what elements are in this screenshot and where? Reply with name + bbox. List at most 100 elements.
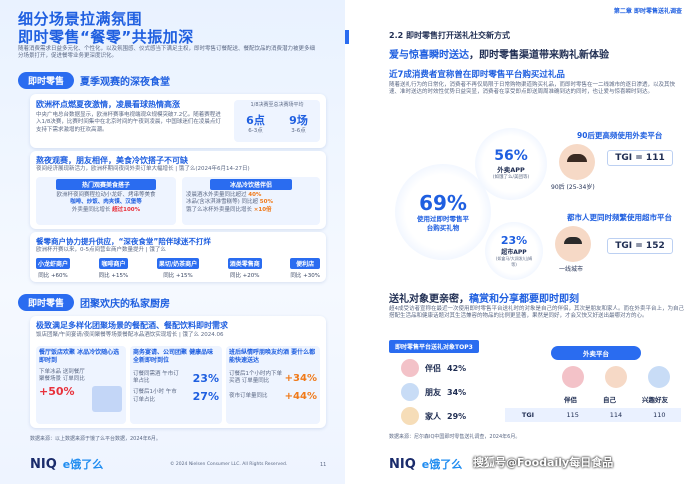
stat1-value: 6点: [246, 113, 265, 127]
big-circle-value: 69%: [419, 191, 467, 216]
waimai-col: 伴侣: [564, 396, 577, 404]
top3-item: 朋友 34%: [401, 380, 491, 404]
left-title-line2: 即时零售“餐零”共振加深: [18, 28, 194, 46]
right-paragraph: 随着送礼行为的日常化，消费者不再仅局限于日常购物渠道购买礼品，而即时零售在一二线…: [389, 82, 676, 96]
box2-row1-label: 凌晨酒水外卖量同比超过: [186, 192, 247, 198]
big-circle: 69% 使用过即时零售平台购买礼物: [395, 164, 491, 260]
right-headline: 爱与惊喜瞬时送达，即时零售渠道带来购礼新体验: [389, 46, 609, 61]
top3-label: 家人: [425, 411, 441, 421]
tgi-value: 110: [653, 411, 666, 419]
item3-text: 欧洲杯开赛以来，0-5点间营业商户数量提升 | 饿了么: [36, 247, 166, 253]
right-section2-text: 超4成受访者宣称在最近一次使用即时零售平台送礼时的对象是自己的伴侣，其次是朋友和…: [389, 306, 685, 320]
top3-item: 家人 29%: [401, 404, 491, 428]
right-subtitle: 近7成消费者宣称曾在即时零售平台购买过礼品: [389, 70, 565, 80]
left-logos: NIQ e饿了么: [30, 456, 103, 472]
item1-text: 中央广电总台数据显示，欧洲杯赛事电视端观众规模突破7.2亿。随着赛程进入1/8决…: [36, 112, 221, 133]
stat-box: 1/8决赛至总决赛场平均 6点 6-3点 9场 3-6点: [234, 100, 320, 142]
stat2-value: 9场: [289, 113, 308, 127]
box2-row2-value: 50%: [259, 199, 273, 206]
left-source: 数据来源：以上数据来源于饿了么平台数据，2024年6月。: [30, 436, 161, 442]
headline-part2: ，即时零售渠道带来购礼新体验: [469, 50, 609, 61]
merchant-item: 小龙虾商户 同比 +60%: [36, 258, 71, 279]
section2-pill: 即时零售: [18, 294, 75, 311]
left-page-num: 11: [320, 462, 327, 468]
s2-card3: 班后纵情呼朋唤友约酒 要什么都能快速送达 订餐后1个小时内下单买酒 订单量同比 …: [226, 346, 320, 424]
persona1-title: 90后更高频使用外卖平台: [577, 131, 663, 140]
niq-logo: NIQ: [30, 456, 57, 472]
top3-value: 29%: [447, 411, 467, 421]
section2-title: 团聚欢庆的私家厨房: [80, 299, 171, 310]
box2-row1-value: 40%: [248, 192, 262, 198]
section2-card: 极致满足多样化团聚场景的餐配酒、餐配饮料即时需求 饭店团聚/午间宴请/夜间聚餐等…: [30, 316, 326, 428]
box1-stat-label: 外卖量同比增长: [71, 206, 111, 213]
section1-pill: 即时零售: [18, 72, 75, 89]
watermark: 搜狐号@Foodaily每日食品: [473, 456, 614, 469]
niq-logo: NIQ: [389, 456, 416, 472]
box1-title: 热门观赛美食搭子: [56, 179, 156, 190]
merchant-name: 便利店: [290, 258, 320, 269]
merchant-stat: 同比 +30%: [290, 273, 320, 279]
waimai-circle-label: 外卖APP: [497, 166, 525, 174]
right-section2-headline: 送礼对象更亲密，稿赏和分享都要即时即刻: [389, 290, 579, 305]
box2-row3-value: ×10倍: [253, 206, 272, 213]
box2-title: 冰品冷饮搭伴侣: [210, 179, 292, 190]
tgi-value: 114: [609, 411, 623, 419]
s2-headline-part1: 送礼对象更亲密，: [389, 294, 469, 305]
s2-card3-row1-value: +34%: [284, 372, 317, 384]
chapter-label: 第二章 即时零售送礼调查: [613, 8, 682, 15]
s2-card3-row2-label: 夜市订单量同比: [229, 393, 268, 400]
hair-icon: [567, 154, 587, 162]
top3-title: 即时零售平台送礼对象TOP3: [389, 340, 479, 353]
merchant-item: 便利店同比 +30%: [290, 258, 320, 279]
persona2-title: 都市人更同时频繁使用超市平台: [567, 213, 672, 222]
tgi-row-label: TGI: [521, 411, 535, 419]
top3-item: 伴侣 42%: [401, 356, 491, 380]
merchant-name: 酒类零售商: [227, 258, 262, 269]
supermarket-circle: 23% 超市APP (如盒马/大润发/山姆等): [485, 222, 543, 280]
s2-card2-row2-value: 27%: [192, 390, 219, 404]
right-source: 数据来源：尼尔森IQ中国即时零售送礼调查，2024年6月。: [389, 434, 521, 440]
persona2-label: 一线城市: [559, 266, 584, 273]
top3-label: 朋友: [425, 387, 441, 397]
s2-card2-title: 商务宴请、公司团聚 健康品味全新即时到位: [133, 349, 214, 364]
waimai-circle-value: 56%: [494, 148, 528, 164]
s2-card3-row1-label: 订餐后1个小时内下单买酒 订单量同比: [229, 370, 282, 385]
s2-card2-row1-label: 订餐同需酒 午市订单占比: [133, 370, 179, 385]
merchant-stat: 同比 +15%: [163, 273, 193, 279]
family-icon: [401, 407, 419, 425]
eleme-logo: e饿了么: [62, 458, 104, 471]
merchant-stat: 同比 +15%: [98, 273, 129, 279]
persona1-tgi: TGI = 111: [607, 150, 673, 166]
hair-icon: [564, 236, 582, 244]
hobby-friends-icon: [648, 366, 671, 388]
stat2-label: 3-6点: [291, 127, 306, 134]
restaurant-icon: [92, 386, 122, 412]
persona2-tgi: TGI = 152: [607, 238, 673, 254]
merchant-list: 小龙虾商户 同比 +60% 咖啡商户 同比 +15% 果切/奶茶商户 同比 +15% …: [36, 258, 320, 279]
tgi-value: 115: [566, 411, 579, 419]
top3-value: 34%: [447, 387, 467, 397]
self-icon: [604, 366, 627, 388]
section1-card1: 欧洲杯点燃夏夜激情，凌晨看球热情高涨 中央广电总台数据显示，欧洲杯赛事电视端观众…: [30, 94, 326, 148]
waimai-col: 兴趣好友: [642, 396, 668, 404]
persona1-label: 90后 (25-34岁): [551, 184, 595, 191]
box1-tags: 咖啡、炒饭、肉夹馍、汉堡等: [70, 199, 142, 206]
top3-value: 42%: [447, 363, 467, 373]
big-circle-label: 使用过即时零售平台购买礼物: [417, 215, 469, 232]
waimai-cols: 伴侣 自己 兴趣好友: [551, 394, 681, 404]
s2-card3-title: 班后纵情呼朋唤友约酒 要什么都能快速送达: [229, 349, 316, 364]
stat1-label: 6-3点: [248, 127, 263, 134]
top3-list: 伴侣 42% 朋友 34% 家人 29%: [401, 356, 491, 428]
section-marker: [345, 30, 349, 44]
stat-header: 1/8决赛至总决赛场平均: [250, 102, 304, 108]
box1: 热门观赛美食搭子 欧洲杯夜间赛程拉动小龙虾、烤串等美食 咖啡、炒饭、肉夹馍、汉堡…: [36, 177, 176, 225]
supermarket-circle-sub: (如盒马/大润发/山姆等): [495, 256, 533, 267]
merchant-name: 咖啡商户: [98, 258, 129, 269]
box1-stat-value: 超过100%: [112, 206, 141, 213]
box2: 冰品冷饮搭伴侣 凌晨酒水外卖量同比超过 40% 冰品(含冰淇淋雪糕等) 同比超 …: [182, 177, 320, 225]
right-logos: NIQ e饿了么: [389, 456, 462, 472]
eleme-logo: e饿了么: [421, 458, 463, 471]
section1-card3: 餐零商户协力提升供应，“深夜食堂”陪伴球迷不打烊 欧洲杯开赛以来，0-5点间营业…: [30, 232, 326, 282]
section1-title: 夏季观赛的深夜食堂: [80, 77, 171, 88]
s2-headline-part2: 稿赏和分享都要即时即刻: [469, 294, 579, 305]
